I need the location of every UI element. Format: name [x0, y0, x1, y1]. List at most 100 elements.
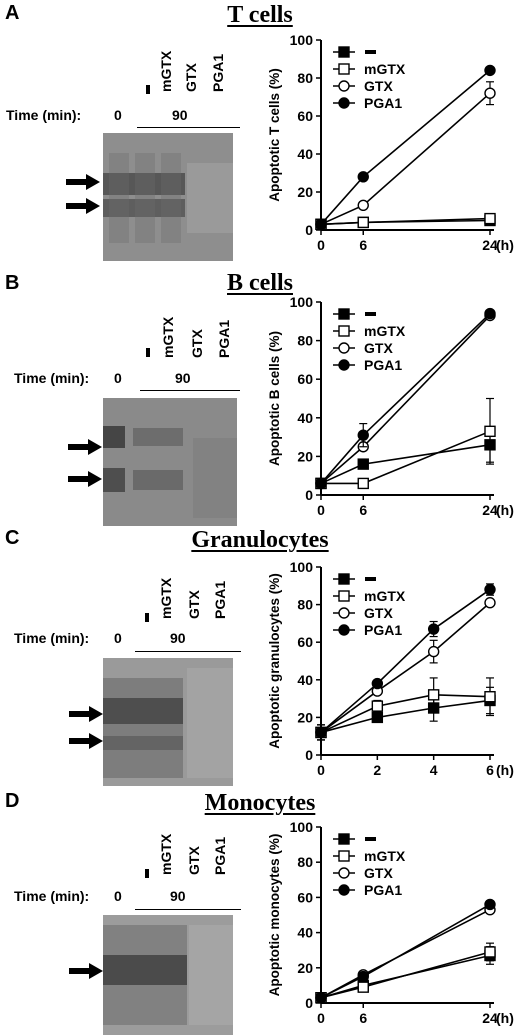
y-tick-label: 40 [297, 410, 313, 426]
x-tick-label: 0 [317, 237, 325, 253]
data-point [484, 87, 496, 99]
lane-label-pga1: PGA1 [216, 319, 232, 358]
data-point [357, 199, 369, 212]
y-tick-label: 60 [297, 889, 313, 905]
panel-title: Monocytes [204, 790, 316, 816]
gel-image [103, 915, 233, 1035]
y-tick-label: 40 [297, 925, 313, 941]
legend-label: mGTX [364, 61, 406, 77]
panel-letter: C [5, 527, 20, 549]
panel-title: T cells [227, 2, 293, 28]
legend-marker [338, 590, 350, 602]
series-GTX [315, 597, 496, 741]
legend-marker [338, 325, 350, 337]
data-point [484, 307, 496, 320]
x-tick-label: 6 [359, 1010, 367, 1026]
series-PGA1 [315, 307, 496, 490]
line-chart-b-cells: 0 20 40 60 80 100 0 6 24(h) Apoptotic B cells (%)… [267, 294, 514, 518]
time-bracket [137, 127, 240, 128]
x-tick-label: 6 [486, 762, 494, 778]
time-label: Time (min): [14, 888, 90, 904]
y-tick-label: 100 [290, 294, 314, 310]
legend-marker [338, 342, 350, 354]
series-line [320, 92, 491, 226]
data-point [357, 458, 369, 470]
y-tick-label: 100 [290, 819, 314, 835]
time-treated: 90 [170, 630, 186, 646]
gel-image [103, 658, 233, 786]
lane-label-mgtx: mGTX [158, 577, 174, 619]
x-tick-label: 2 [373, 762, 381, 778]
x-tick-label: 6 [359, 502, 367, 518]
time-treated: 90 [172, 107, 188, 123]
data-point [371, 677, 384, 690]
panel-a: A T cells mGTX GTX PGA1 Time (min): 0 90… [0, 0, 520, 262]
legend-marker [338, 63, 350, 75]
legend-marker [338, 607, 350, 619]
series-mGTX [315, 397, 496, 490]
legend-marker [338, 46, 350, 58]
series-PGA1 [315, 64, 496, 231]
series-line [320, 69, 491, 225]
y-tick-label: 0 [305, 222, 313, 238]
gel-image [103, 398, 237, 526]
y-tick-label: 60 [297, 108, 313, 124]
series-line [320, 602, 491, 734]
lane-label-mgtx: mGTX [158, 50, 174, 92]
y-tick-label: 20 [297, 960, 313, 976]
panel-c: C Granulocytes mGTX GTX PGA1 Time (min):… [0, 527, 520, 787]
x-unit-label: (h) [496, 502, 514, 518]
legend-label: GTX [364, 78, 393, 94]
band-arrow-icon [68, 439, 102, 455]
legend-label: PGA1 [364, 622, 402, 638]
panel-title: Granulocytes [191, 527, 329, 553]
panel-letter: B [5, 272, 20, 294]
data-point [484, 64, 496, 77]
data-point [427, 689, 440, 701]
lane-label-mgtx: mGTX [158, 833, 174, 875]
time-label: Time (min): [6, 107, 82, 123]
lane-label-control-mark [145, 869, 149, 878]
data-point [315, 218, 327, 231]
panel-letter: D [5, 790, 20, 812]
gel-image [103, 133, 233, 261]
data-point [371, 711, 384, 724]
y-tick-label: 60 [297, 371, 313, 387]
legend-label: mGTX [364, 588, 406, 604]
data-point [484, 583, 496, 596]
series-line [320, 444, 491, 485]
band-arrow-icon [69, 963, 103, 979]
x-tick-label: 0 [317, 502, 325, 518]
legend-label [365, 312, 376, 316]
y-axis-label: Apoptotic T cells (%) [267, 68, 282, 202]
series-- [315, 214, 496, 231]
data-point [484, 425, 496, 438]
time-label: Time (min): [14, 370, 90, 386]
legend-marker [338, 80, 350, 92]
x-tick-label: 6 [359, 237, 367, 253]
data-point [315, 726, 327, 739]
y-tick-label: 40 [297, 146, 313, 162]
legend-marker [338, 850, 350, 862]
time-treated: 90 [170, 888, 186, 904]
legend-marker [338, 833, 350, 845]
legend-label: PGA1 [364, 357, 402, 373]
x-unit-label: (h) [496, 1010, 514, 1026]
data-point [484, 691, 496, 703]
time-zero: 0 [114, 107, 122, 123]
x-tick-label: 0 [317, 762, 325, 778]
x-tick-label: 24 [482, 502, 498, 518]
y-tick-label: 80 [297, 70, 313, 86]
y-axis-label: Apoptotic granulocytes (%) [267, 573, 282, 749]
y-tick-label: 100 [290, 32, 314, 48]
legend-label: mGTX [364, 848, 406, 864]
panel-d: D Monocytes mGTX GTX PGA1 Time (min): 0 … [0, 787, 520, 1035]
y-tick-label: 80 [297, 854, 313, 870]
time-label: Time (min): [14, 630, 90, 646]
time-treated: 90 [175, 370, 191, 386]
lane-label-control-mark [145, 613, 149, 622]
